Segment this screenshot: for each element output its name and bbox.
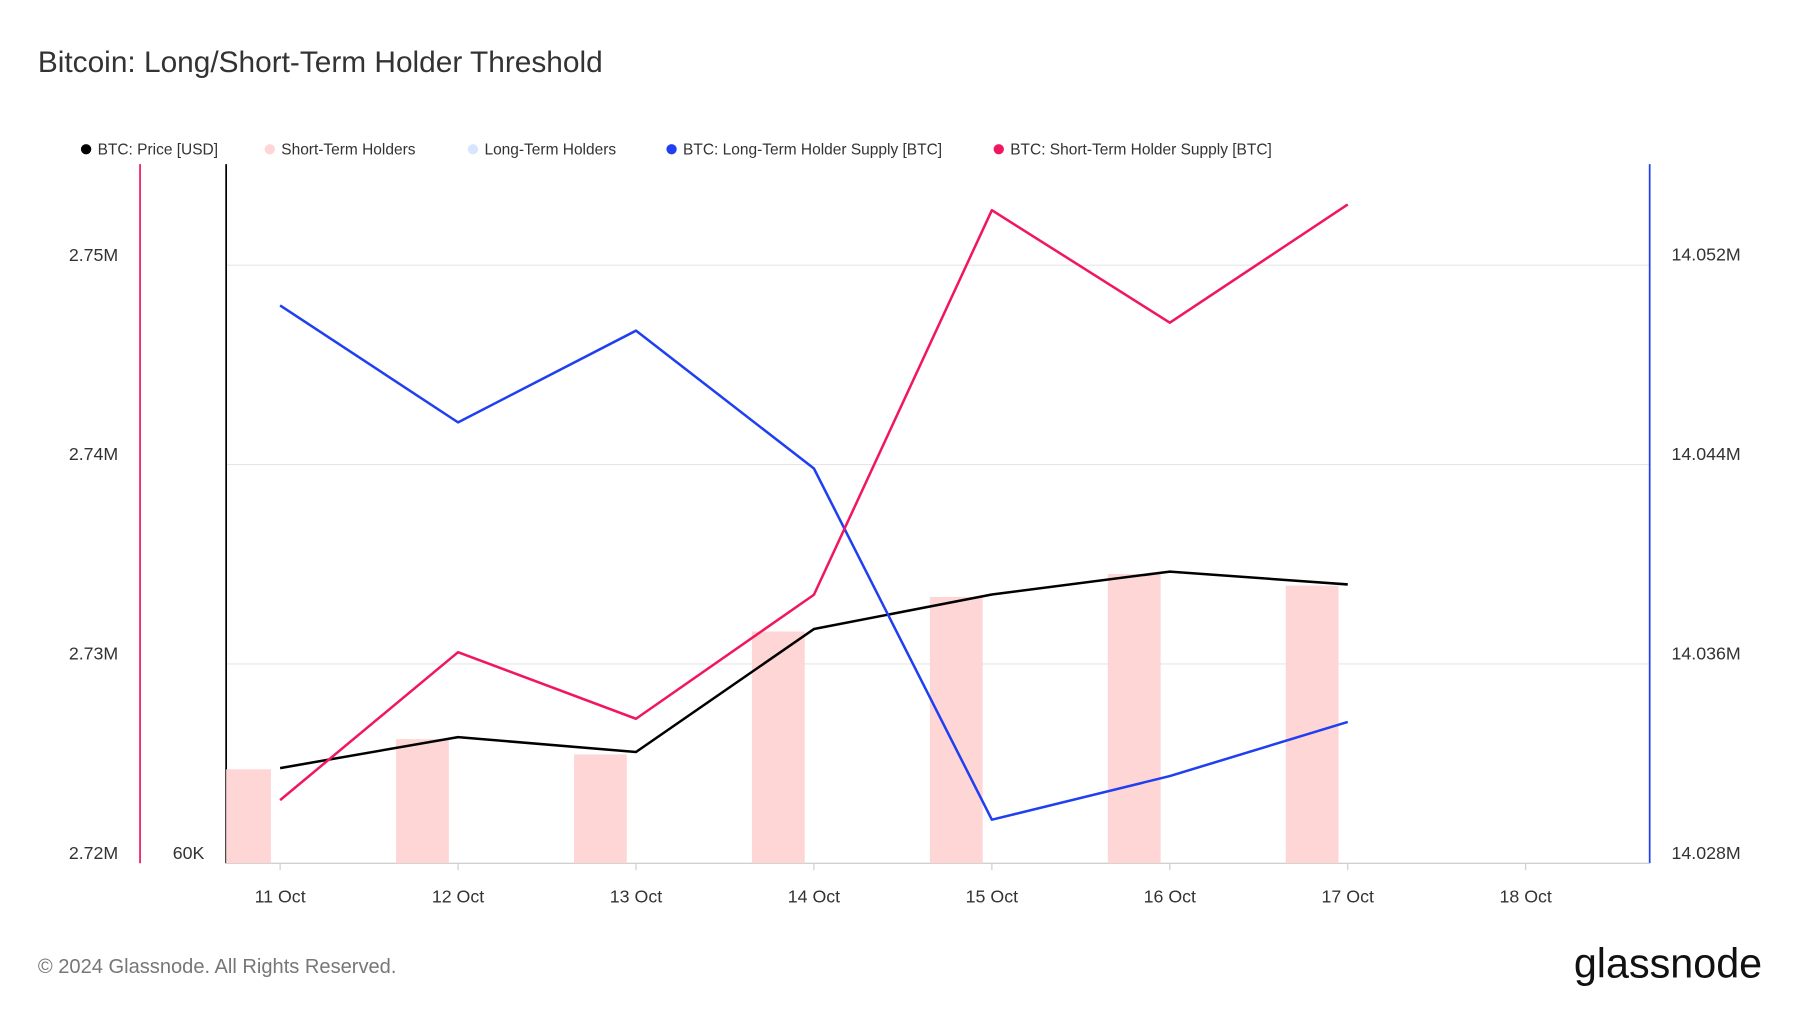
- x-tick-label: 14 Oct: [788, 886, 840, 906]
- legend-marker: [666, 144, 677, 155]
- line: [279, 203, 1349, 802]
- bar: [1285, 585, 1339, 864]
- y3-tick-label: 60K: [173, 843, 205, 863]
- y-tick-label: 2.74M: [69, 444, 118, 464]
- y2-tick-label: 14.036M: [1671, 643, 1740, 663]
- legend-marker: [993, 144, 1004, 155]
- y2-tick-label: 14.028M: [1671, 843, 1740, 863]
- x-tick-label: 17 Oct: [1322, 886, 1374, 906]
- y-tick-label: 2.72M: [69, 843, 118, 863]
- legend-marker: [80, 144, 92, 155]
- bar: [226, 769, 271, 864]
- legend-marker: [264, 144, 275, 155]
- brand-logo: glassnode: [1574, 941, 1762, 987]
- x-tick-label: 18 Oct: [1499, 886, 1551, 906]
- y-tick-label: 2.75M: [69, 245, 118, 265]
- y-tick-label: 2.73M: [69, 643, 118, 663]
- bar: [574, 754, 627, 864]
- x-tick-label: 11 Oct: [255, 886, 306, 906]
- legend-label: BTC: Price [USD]: [98, 141, 218, 158]
- y2-tick-label: 14.044M: [1671, 444, 1740, 464]
- y2-tick-label: 14.052M: [1671, 245, 1740, 265]
- bar: [929, 596, 983, 864]
- legend-label: Short-Term Holders: [281, 141, 415, 158]
- x-tick-label: 12 Oct: [432, 886, 484, 906]
- line: [279, 304, 1349, 821]
- x-tick-label: 13 Oct: [610, 886, 662, 906]
- legend-marker: [467, 144, 479, 155]
- bar: [1107, 574, 1161, 864]
- x-tick-label: 16 Oct: [1144, 886, 1196, 906]
- chart-title: Bitcoin: Long/Short-Term Holder Threshol…: [38, 46, 603, 79]
- x-tick-label: 15 Oct: [966, 886, 1018, 906]
- line: [279, 570, 1348, 770]
- copyright: © 2024 Glassnode. All Rights Reserved.: [38, 956, 397, 978]
- legend-label: BTC: Long-Term Holder Supply [BTC]: [683, 141, 942, 158]
- bar: [396, 739, 449, 864]
- legend-label: Long-Term Holders: [484, 141, 616, 158]
- bar: [751, 631, 805, 864]
- legend-label: BTC: Short-Term Holder Supply [BTC]: [1010, 141, 1272, 158]
